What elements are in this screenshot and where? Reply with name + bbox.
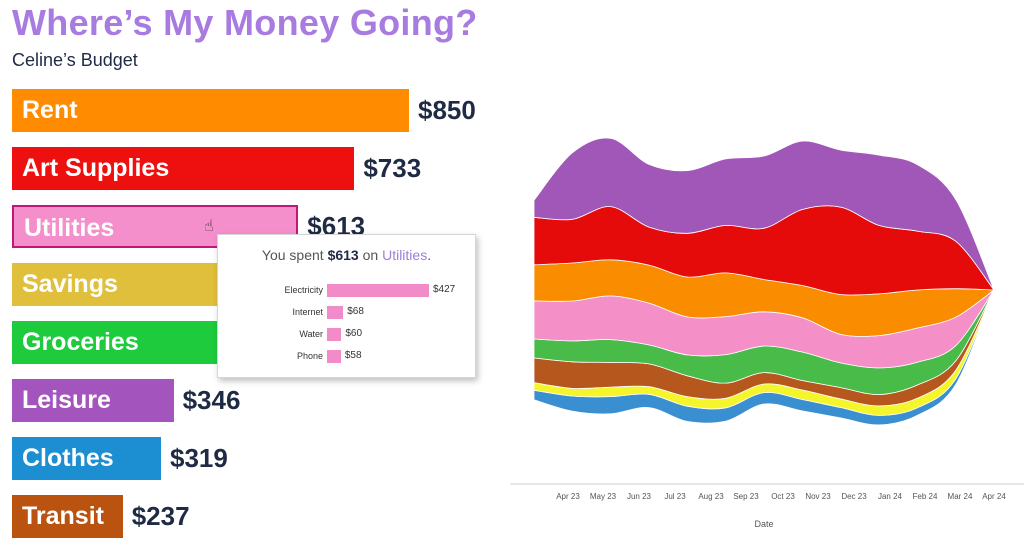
- utilities-tooltip: You spent $613 on Utilities. Electricity…: [217, 234, 476, 378]
- x-tick-label: Oct 23: [771, 492, 795, 501]
- bar-label-art-supplies: Art Supplies: [22, 154, 170, 182]
- pointer-cursor-icon: ☝: [204, 218, 214, 235]
- x-tick-label: Dec 23: [841, 492, 867, 501]
- x-tick-label: May 23: [590, 492, 617, 501]
- bar-value-transit: $237: [131, 501, 190, 531]
- tooltip-item-bar: [327, 306, 344, 319]
- tooltip-row-water: Water $60: [218, 325, 475, 343]
- tooltip-category: Utilities: [382, 247, 428, 263]
- tooltip-item-value: $58: [344, 350, 362, 361]
- bar-label-transit: Transit: [22, 502, 104, 530]
- x-tick-label: Apr 24: [982, 492, 1006, 501]
- x-tick-label: Apr 23: [556, 492, 580, 501]
- bar-transit[interactable]: Transit: [12, 495, 123, 538]
- bar-value-clothes: $319: [169, 443, 228, 473]
- bar-utilities[interactable]: Utilities: [12, 205, 299, 248]
- x-tick-label: Nov 23: [805, 492, 831, 501]
- bar-rent[interactable]: Rent: [12, 89, 409, 132]
- budget-bar-chart: Rent $850 Art Supplies $733 Utilities $613 Sav…: [0, 0, 510, 543]
- tooltip-item-name: Water: [299, 329, 323, 339]
- bar-label-groceries: Groceries: [22, 328, 139, 356]
- x-tick-label: Jan 24: [878, 492, 903, 501]
- bar-art-supplies[interactable]: Art Supplies: [12, 147, 355, 190]
- x-tick-label: Feb 24: [913, 492, 938, 501]
- x-tick-label: Jun 23: [627, 492, 652, 501]
- tooltip-item-bar: [327, 328, 342, 341]
- tooltip-prefix: You spent: [261, 247, 328, 263]
- tooltip-item-value: $60: [345, 328, 363, 339]
- bar-value-art-supplies: $733: [363, 153, 422, 183]
- tooltip-item-value: $68: [347, 306, 364, 317]
- bar-value-leisure: $346: [182, 385, 241, 415]
- tooltip-row-phone: Phone $58: [218, 347, 475, 365]
- tooltip-middle: on: [358, 247, 383, 263]
- spending-streamgraph: Apr 23 May 23 Jun 23 Jul 23 Aug 23 Sep 23 Oct …: [510, 137, 1024, 529]
- bar-groceries[interactable]: Groceries: [12, 321, 255, 364]
- tooltip-heading: You spent $613 on Utilities.: [218, 247, 475, 263]
- bar-clothes[interactable]: Clothes: [12, 437, 161, 480]
- x-axis-title: Date: [754, 519, 773, 529]
- tooltip-item-bar: [327, 350, 341, 363]
- bar-label-rent: Rent: [22, 96, 78, 124]
- x-tick-label: Aug 23: [698, 492, 724, 501]
- bar-label-leisure: Leisure: [22, 386, 111, 414]
- tooltip-item-name: Electricity: [284, 285, 323, 295]
- bar-label-clothes: Clothes: [22, 444, 114, 472]
- x-tick-label: Mar 24: [948, 492, 973, 501]
- page-title: Where’s My Money Going?: [12, 2, 478, 43]
- stream-series-leisure[interactable]: [533, 137, 995, 291]
- x-tick-label: Jul 23: [664, 492, 686, 501]
- tooltip-row-electricity: Electricity $427: [218, 281, 475, 299]
- x-tick-label: Sep 23: [733, 492, 759, 501]
- tooltip-item-name: Internet: [292, 307, 323, 317]
- tooltip-item-name: Phone: [296, 351, 323, 361]
- page-subtitle: Celine’s Budget: [12, 50, 138, 70]
- tooltip-amount: $613: [327, 247, 359, 263]
- bar-leisure[interactable]: Leisure: [12, 379, 174, 422]
- bar-label-utilities: Utilities: [24, 214, 115, 242]
- bar-value-rent: $850: [418, 95, 476, 125]
- tooltip-item-value: $427: [433, 284, 456, 295]
- tooltip-item-bar: [327, 284, 429, 297]
- tooltip-suffix: .: [427, 247, 432, 263]
- bar-label-savings: Savings: [22, 270, 118, 298]
- tooltip-row-internet: Internet $68: [218, 303, 475, 321]
